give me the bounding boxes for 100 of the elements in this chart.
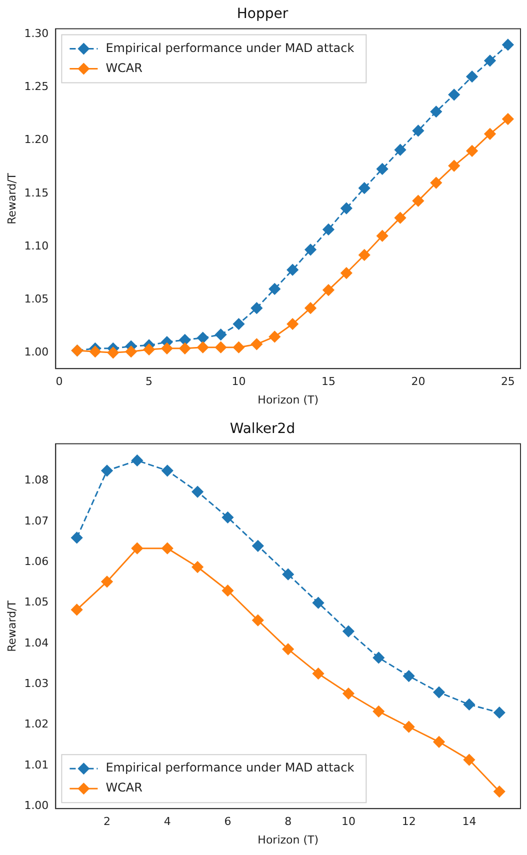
point	[412, 124, 424, 136]
point	[463, 698, 475, 710]
point	[252, 540, 264, 552]
x-tick-label: 2	[104, 815, 110, 828]
point	[107, 346, 119, 358]
point	[179, 334, 191, 346]
legend-label: WCAR	[106, 60, 142, 75]
point	[286, 264, 298, 276]
x-tick-label: 15	[321, 375, 336, 388]
point	[494, 706, 506, 718]
point	[250, 302, 262, 314]
point	[232, 318, 244, 330]
y-tick-label: 1.00	[24, 799, 49, 812]
x-tick-label: 6	[224, 815, 232, 828]
legend-label: Empirical performance under MAD attack	[106, 40, 354, 55]
point	[71, 532, 83, 544]
point	[394, 212, 406, 224]
point	[162, 464, 174, 476]
point	[282, 643, 294, 655]
legend-label: WCAR	[106, 780, 142, 795]
x-axis-title: Horizon (T)	[258, 833, 319, 846]
point	[403, 721, 415, 733]
point	[466, 145, 478, 157]
point	[71, 604, 83, 616]
point	[372, 706, 384, 718]
point	[312, 668, 324, 680]
point	[502, 38, 514, 50]
y-tick-label: 1.02	[24, 718, 49, 731]
y-tick-label: 1.25	[24, 80, 49, 94]
point	[342, 688, 354, 700]
y-tick-label: 1.07	[24, 514, 49, 528]
point	[286, 318, 298, 330]
point	[143, 344, 155, 356]
point	[358, 249, 370, 261]
y-tick-label: 1.01	[24, 758, 49, 772]
x-tick-label: 14	[462, 815, 476, 828]
point	[179, 342, 191, 354]
x-axis-title: Horizon (T)	[258, 393, 319, 406]
point	[433, 686, 445, 698]
point	[484, 54, 496, 66]
point	[322, 284, 334, 296]
point	[268, 330, 280, 342]
y-tick-label: 1.20	[24, 133, 49, 146]
chart-title: Hopper	[236, 6, 288, 22]
point	[197, 332, 209, 344]
x-tick-label: 8	[284, 815, 292, 828]
point	[250, 338, 262, 350]
point	[463, 754, 475, 766]
x-tick-label: 25	[500, 375, 515, 388]
x-tick-label: 12	[402, 815, 416, 828]
point	[222, 512, 234, 524]
y-tick-label: 1.03	[24, 677, 49, 690]
point	[376, 163, 388, 175]
x-tick-label: 5	[146, 375, 153, 388]
y-tick-label: 1.08	[24, 474, 49, 487]
point	[304, 302, 316, 314]
point	[394, 144, 406, 156]
point	[304, 244, 316, 256]
point	[372, 652, 384, 664]
point	[282, 568, 294, 580]
point	[268, 283, 280, 295]
chart-title: Walker2d	[230, 421, 296, 438]
y-tick-label: 1.04	[24, 636, 49, 650]
point	[215, 328, 227, 340]
x-tick-label: 4	[164, 815, 171, 828]
point	[358, 182, 370, 194]
point	[101, 464, 113, 476]
x-tick-label: 10	[341, 815, 356, 828]
y-tick-label: 1.06	[24, 555, 49, 568]
point	[131, 542, 143, 554]
point	[131, 454, 143, 466]
y-tick-label: 1.10	[24, 239, 49, 252]
point	[433, 736, 445, 748]
point	[252, 614, 264, 626]
legend-label: Empirical performance under MAD attack	[106, 760, 354, 775]
x-tick-label: 0	[56, 375, 63, 388]
point	[466, 70, 478, 82]
y-tick-label: 1.05	[24, 596, 49, 609]
point	[312, 597, 324, 609]
y-tick-label: 1.15	[24, 186, 49, 200]
point	[192, 486, 204, 498]
point	[101, 576, 113, 588]
point	[222, 584, 234, 596]
point	[161, 342, 173, 354]
point	[502, 113, 514, 125]
point	[340, 202, 352, 214]
point	[89, 346, 101, 358]
point	[430, 177, 442, 189]
point	[125, 346, 137, 358]
point	[494, 786, 506, 798]
y-tick-label: 1.05	[24, 292, 49, 306]
point	[342, 626, 354, 638]
point	[232, 342, 244, 354]
x-tick-label: 10	[232, 375, 246, 388]
point	[197, 342, 209, 354]
point	[215, 342, 227, 354]
y-tick-label: 1.00	[24, 346, 49, 359]
y-axis-title: Reward/T	[5, 600, 18, 652]
point	[448, 160, 460, 172]
point	[162, 542, 174, 554]
